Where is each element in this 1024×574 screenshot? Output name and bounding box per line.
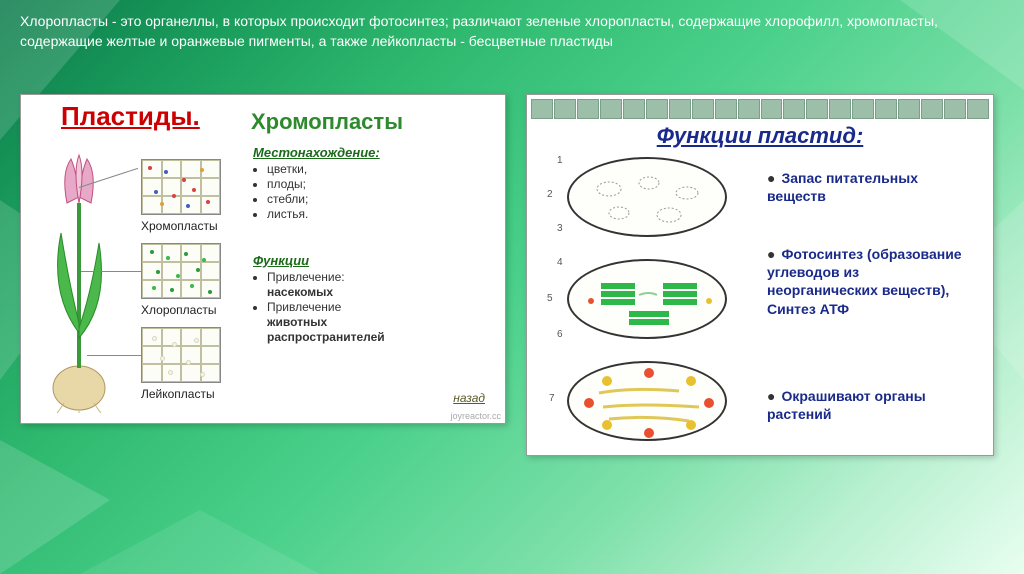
func-photosynthesis: Фотосинтез (образование углеводов из нео… [767,245,967,318]
functions-heading: Функции [253,253,493,268]
num-4: 4 [557,257,563,268]
functions-list: Привлечение: насекомых Привлечение живот… [267,270,493,344]
location-list: цветки, плоды; стебли; листья. [267,162,493,221]
chloroplast-label: Хлоропласты [141,303,216,317]
leucoplast-diagram [567,157,727,237]
num-6: 6 [557,329,563,340]
func-color: Окрашивают органы растений [767,387,967,423]
num-1: 1 [557,155,563,166]
right-panel: Функции пластид: 1 2 3 4 5 6 [526,94,994,456]
num-7: 7 [549,393,555,404]
chromoplast-label: Хромопласты [141,219,218,233]
location-heading: Местонахождение: [253,145,493,160]
chloroplast-diagram [567,259,727,339]
leucoplast-label: Лейкопласты [141,387,215,401]
cell-leucoplast [141,327,221,383]
plastids-title: Пластиды. [61,101,200,132]
left-panel: Пластиды. Хромопласты Хромопласты [20,94,506,424]
num-2: 2 [547,189,553,200]
chromoplasts-heading: Хромопласты [251,109,403,135]
cell-chloroplast [141,243,221,299]
flower-illustration [39,153,119,413]
deco-bar [531,99,989,119]
watermark: joyreactor.cc [450,411,501,421]
func-storage: Запас питательных веществ [767,169,967,205]
back-link[interactable]: назад [453,391,485,405]
header-description: Хлоропласты - это органеллы, в которых п… [20,12,1004,51]
cell-chromoplast [141,159,221,215]
functions-title: Функции пластид: [527,123,993,149]
num-3: 3 [557,223,563,234]
chromoplast-diagram [567,361,727,441]
num-5: 5 [547,293,553,304]
